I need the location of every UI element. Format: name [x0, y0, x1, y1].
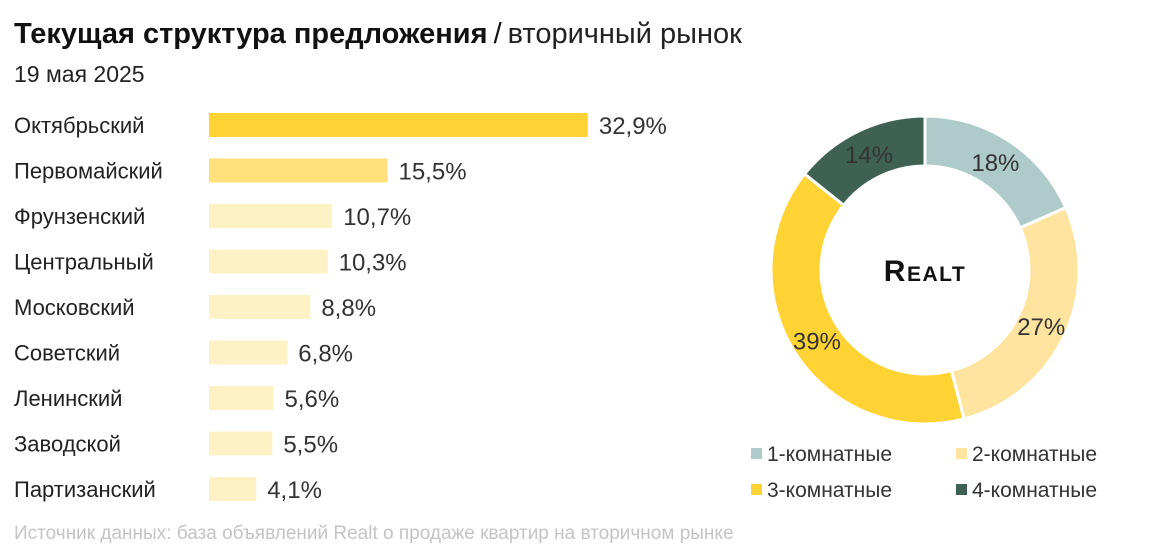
bar [209, 113, 588, 137]
title-separator: / [493, 18, 502, 50]
donut-value-label: 18% [971, 150, 1019, 177]
donut-slice [802, 114, 927, 208]
bar-category-label: Московский [14, 295, 135, 320]
bar-category-label: Первомайский [14, 159, 163, 184]
legend-swatch [751, 484, 762, 495]
date-label: 19 мая 2025 [14, 61, 145, 87]
donut-value-label: 27% [1017, 314, 1065, 341]
donut-value-label: 39% [793, 328, 841, 355]
bar-category-label: Центральный [14, 250, 154, 275]
bar-value-label: 5,5% [283, 432, 338, 459]
bar [209, 477, 257, 501]
bar [209, 158, 388, 183]
bar [209, 249, 328, 274]
bar [209, 386, 274, 410]
legend-swatch [751, 448, 762, 459]
bar-category-label: Ленинский [14, 386, 122, 411]
bar [209, 431, 273, 456]
bar [209, 204, 333, 228]
donut-value-label: 14% [845, 142, 893, 169]
bar-value-label: 10,3% [339, 250, 407, 277]
bar-value-label: 6,8% [298, 341, 353, 368]
bar-value-label: 10,7% [343, 204, 411, 231]
bar [209, 295, 311, 319]
legend-swatch [956, 448, 967, 459]
title-subtitle: вторичный рынок [507, 18, 742, 50]
legend-label: 4-комнатные [972, 479, 1097, 502]
bar-category-label: Октябрьский [14, 113, 144, 138]
bar [209, 340, 288, 365]
donut-slice [769, 171, 966, 426]
bar-category-label: Партизанский [14, 477, 156, 502]
source-note: Источник данных: база объявлений Realt о… [14, 523, 734, 544]
legend-swatch [956, 484, 967, 495]
bar-value-label: 15,5% [398, 159, 466, 186]
bar-value-label: 32,9% [599, 113, 667, 140]
realt-logo: Realt [884, 255, 966, 288]
bar-category-label: Фрунзенский [14, 204, 145, 229]
bar-value-label: 4,1% [267, 477, 322, 504]
legend-label: 2-комнатные [972, 443, 1097, 466]
title-main: Текущая структура предложения [14, 18, 488, 50]
legend-label: 3-комнатные [767, 479, 892, 502]
chart-title: Текущая структура предложения / вторичный … [14, 18, 742, 51]
legend-label: 1-комнатные [767, 443, 892, 466]
bar-value-label: 8,8% [321, 295, 376, 322]
bar-category-label: Заводской [14, 432, 121, 457]
bar-value-label: 5,6% [284, 386, 339, 413]
bar-category-label: Советский [14, 341, 120, 366]
